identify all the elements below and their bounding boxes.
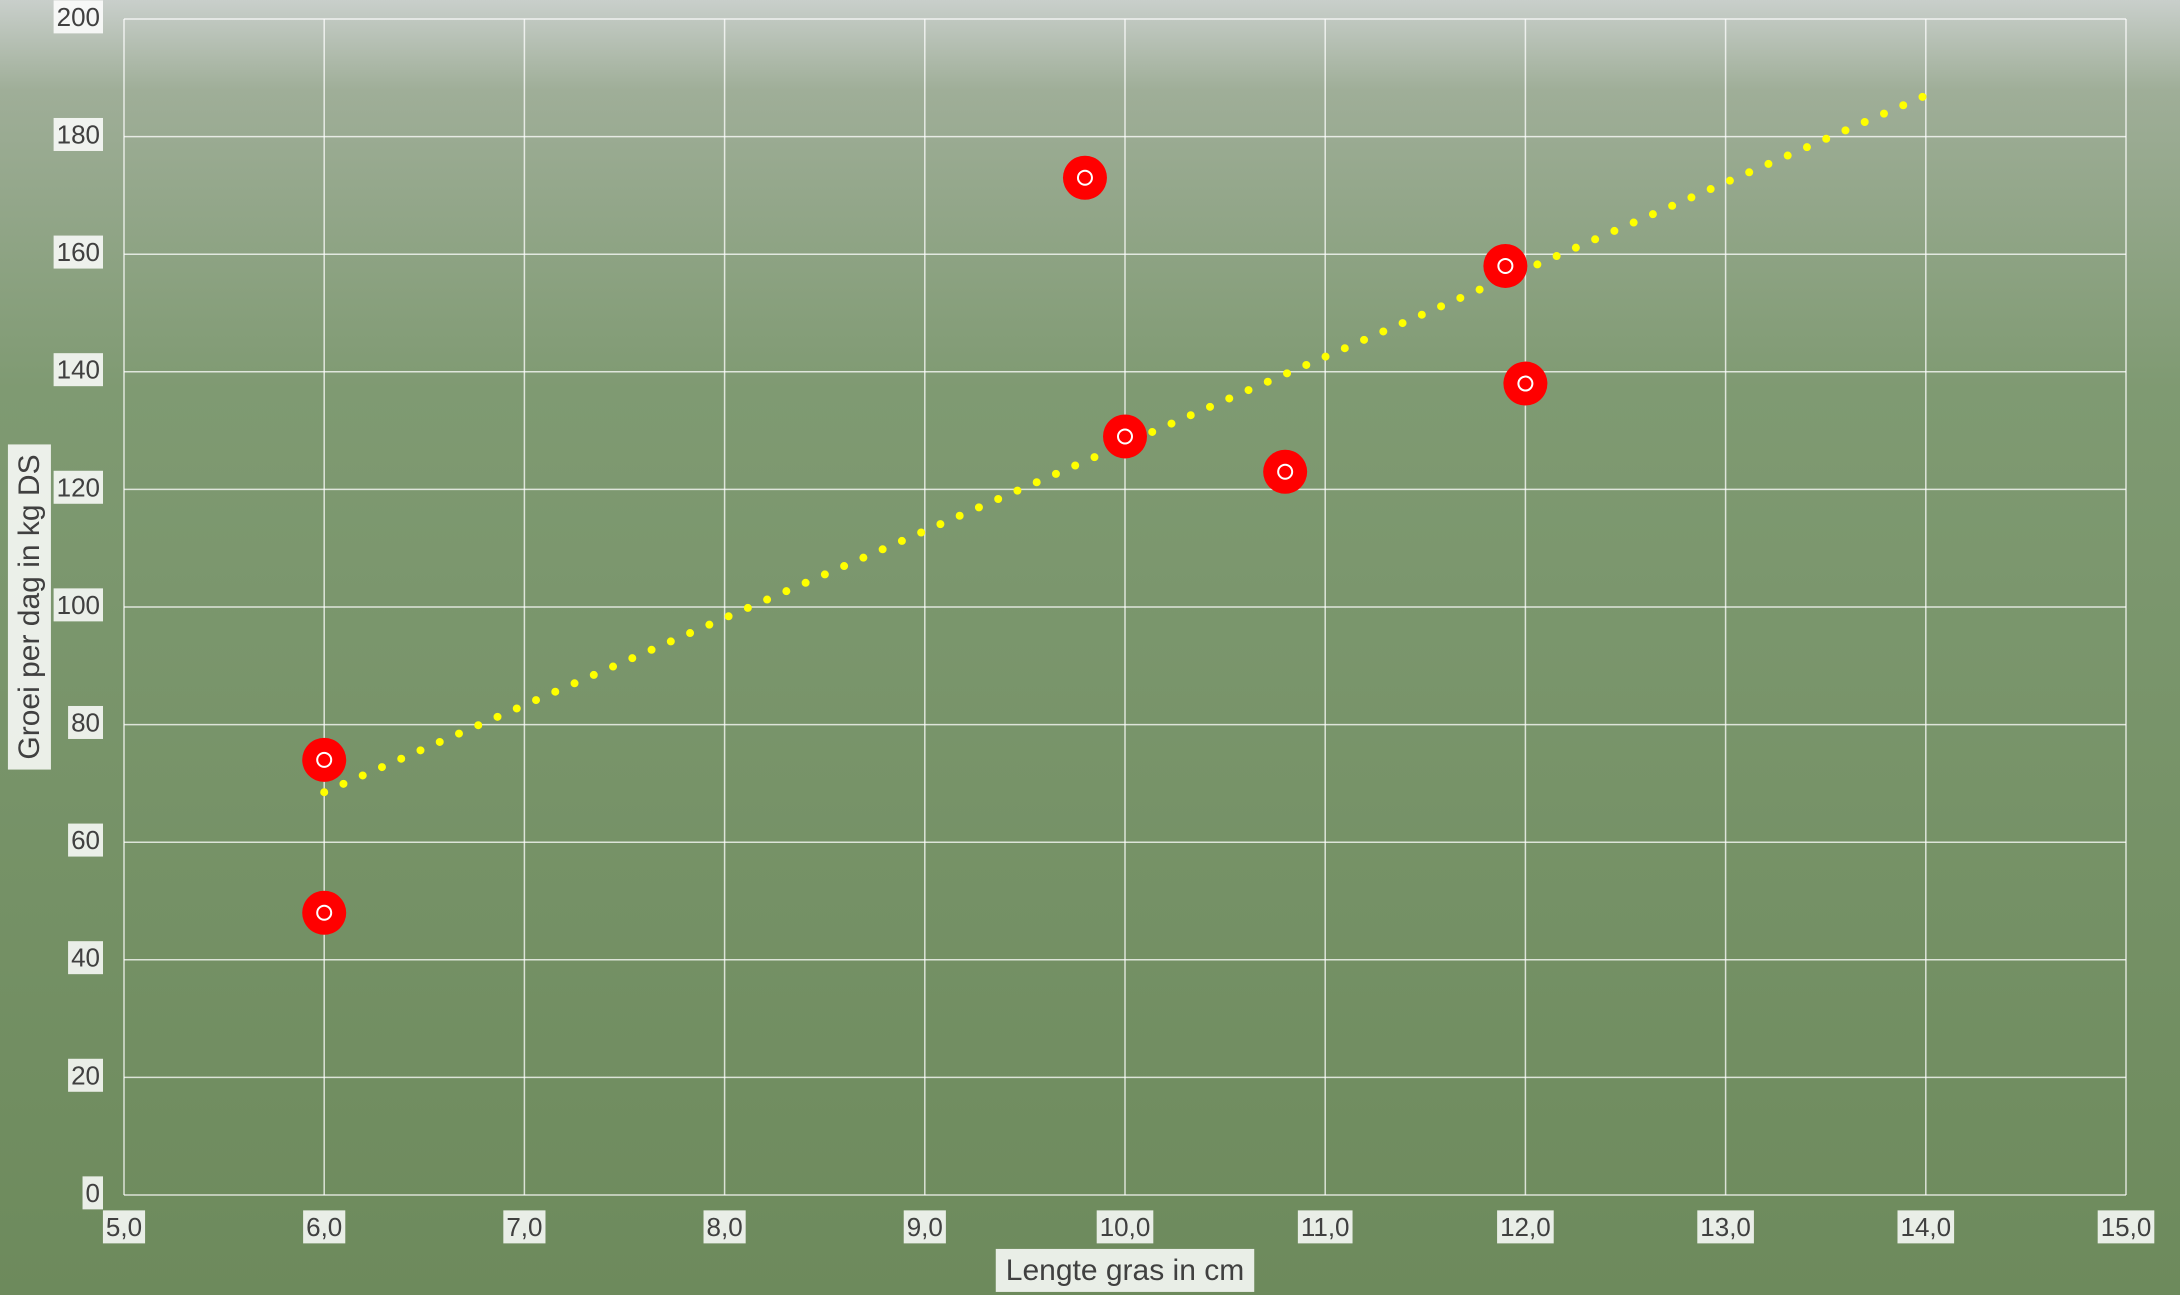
y-tick-label: 0 (86, 1178, 100, 1208)
point-outer (302, 890, 347, 935)
label-box (68, 823, 103, 857)
label-box (68, 705, 103, 739)
data-point (1103, 414, 1147, 459)
y-tick-label: 60 (71, 825, 100, 855)
label-box (53, 235, 103, 269)
label-box (53, 588, 103, 622)
point-inner (1076, 169, 1093, 186)
point-inner (1277, 463, 1294, 480)
y-tick-label: 180 (57, 119, 100, 149)
label-box (53, 353, 103, 387)
x-tick-label: 13,0 (1700, 1212, 1751, 1242)
label-box (102, 1210, 146, 1244)
label-box (53, 0, 103, 34)
x-tick-label: 10,0 (1100, 1212, 1151, 1242)
x-axis-label: Lengte gras in cm (1006, 1254, 1244, 1287)
point-inner (316, 904, 333, 921)
y-axis-label: Groei per dag in kg DS (13, 454, 46, 759)
label-box (82, 1176, 103, 1210)
y-tick-label: 160 (57, 237, 100, 267)
label-box (703, 1210, 746, 1244)
y-tick-label: 100 (57, 590, 100, 620)
y-tick-label: 20 (71, 1060, 100, 1090)
label-box (995, 1248, 1255, 1292)
y-tick-label: 200 (57, 2, 100, 32)
data-point (1483, 243, 1528, 288)
x-tick-label: 7,0 (506, 1212, 542, 1242)
point-inner (316, 751, 333, 768)
y-tick-label: 80 (71, 707, 100, 737)
plot: 0 20 40 60 80 100 120 140 160 180 200 5,0 6,0 7,0 8,0 9… (7, 0, 2155, 1292)
point-outer (1483, 243, 1528, 288)
label-box (7, 444, 51, 770)
point-inner (1517, 375, 1534, 392)
x-tick-label: 9,0 (907, 1212, 943, 1242)
label-box (1497, 1210, 1554, 1244)
label-box (68, 941, 103, 975)
x-tick-label: 8,0 (707, 1212, 743, 1242)
x-tick-label: 15,0 (2101, 1212, 2152, 1242)
data-point (1263, 449, 1308, 494)
data-point (1062, 155, 1107, 200)
label-box (303, 1210, 346, 1244)
x-tick-label: 12,0 (1500, 1212, 1551, 1242)
label-box (1096, 1210, 1154, 1244)
data-point (1503, 361, 1548, 406)
x-tick-label: 11,0 (1301, 1212, 1350, 1242)
label-box (53, 470, 103, 504)
label-box (68, 1058, 103, 1092)
label-box (1897, 1210, 1955, 1244)
point-outer (1503, 361, 1548, 406)
y-tick-label: 140 (57, 355, 100, 385)
point-outer (1062, 155, 1107, 200)
x-tick-label: 6,0 (306, 1212, 342, 1242)
label-box (903, 1210, 946, 1244)
label-box (1297, 1210, 1353, 1244)
point-outer (302, 737, 347, 782)
x-tick-label: 14,0 (1900, 1212, 1951, 1242)
point-inner (1497, 257, 1514, 274)
point-inner (1117, 428, 1133, 445)
label-box (1697, 1210, 1754, 1244)
y-tick-label: 40 (71, 943, 100, 973)
data-point (302, 890, 347, 935)
label-box (2097, 1210, 2155, 1244)
trendline (320, 91, 1930, 797)
point-outer (1103, 414, 1147, 459)
data-point (302, 737, 347, 782)
point-outer (1263, 449, 1308, 494)
label-box (53, 117, 103, 151)
y-tick-label: 120 (57, 472, 100, 502)
label-box (503, 1210, 546, 1244)
x-tick-label: 5,0 (106, 1212, 142, 1242)
